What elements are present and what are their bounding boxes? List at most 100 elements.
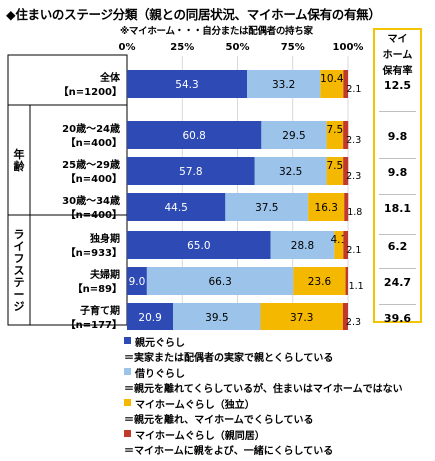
- legend-swatch-rent: [124, 368, 131, 375]
- bar-segment: [254, 157, 327, 185]
- legend-description: ＝親元を離れてくらしているが、住まいはマイホームではない: [124, 384, 403, 395]
- bar-value-label: 54.3: [175, 79, 198, 91]
- bar-segment: [270, 231, 335, 259]
- legend-description: ＝マイホームに親をよび、一緒にくらしている: [124, 446, 334, 457]
- legend-description: ＝実家または配偶者の実家で親とくらしている: [124, 353, 334, 364]
- bar-segment: [127, 121, 262, 149]
- legend-name: 親元ぐらし: [135, 338, 185, 349]
- bar-value-label: 10.4: [320, 73, 344, 85]
- rate-divider: [379, 111, 416, 112]
- group-label-char: フ: [14, 252, 25, 265]
- bar-segment: [261, 121, 327, 149]
- myhome-rate-value: 39.6: [383, 312, 412, 325]
- bar-segment: [343, 231, 348, 259]
- bar-segment: [343, 121, 349, 149]
- bar-value-label: 2.1: [346, 84, 361, 95]
- bar-segment: [127, 157, 255, 185]
- x-tick-label: 0%: [119, 42, 136, 53]
- x-tick-label: 50%: [226, 42, 250, 53]
- bar-value-label: 4.1: [330, 234, 347, 246]
- bar-value-label: 9.0: [129, 276, 146, 288]
- bar-value-label: 28.8: [291, 240, 314, 252]
- group-label-char: 齢: [14, 159, 26, 173]
- chart-subtitle: ※マイホーム・・・自分または配偶者の持ち家: [120, 26, 313, 37]
- bar-segment: [146, 267, 294, 295]
- category-label: 夫婦期: [89, 268, 120, 281]
- bar-segment: [293, 267, 346, 295]
- bar-value-label: 23.6: [308, 276, 332, 288]
- bar-value-label: 2.1: [346, 245, 361, 256]
- category-label: 30歳～34歳: [62, 194, 120, 207]
- bar-segment: [127, 193, 226, 221]
- category-label: 子育て期: [80, 304, 120, 317]
- bar-value-label: 32.5: [279, 166, 302, 178]
- bar-value-label: 1.8: [347, 207, 362, 218]
- bar-segment: [127, 303, 174, 330]
- bar-value-label: 65.0: [187, 240, 210, 252]
- bar-segment: [326, 121, 344, 149]
- bar-segment: [345, 267, 348, 295]
- bar-value-label: 2.3: [346, 135, 361, 146]
- legend-name: 借りぐらし: [135, 369, 185, 380]
- chart-title: ◆住まいのステージ分類（親との同居状況、マイホーム保有の有無）: [6, 7, 381, 22]
- bar-segment: [342, 303, 348, 330]
- header-line-3: 保有率: [382, 66, 413, 77]
- group-label-char: イ: [14, 240, 25, 253]
- bar-value-label: 29.5: [282, 130, 305, 142]
- header-line-2: ホーム: [382, 50, 413, 61]
- bar-value-label: 7.5: [326, 124, 343, 136]
- category-n-label: 【n=89】: [73, 282, 122, 295]
- rate-divider: [379, 158, 416, 159]
- category-n-label: 【n=177】: [66, 318, 122, 330]
- bar-segment: [334, 231, 344, 259]
- legend-swatch-parents: [124, 337, 131, 344]
- bar-segment: [127, 267, 147, 295]
- bar-segment: [343, 70, 348, 98]
- x-tick-label: 75%: [281, 42, 305, 53]
- bar-segment: [308, 193, 345, 221]
- legend-description: ＝親元を離れ、マイホームでくらしている: [124, 415, 314, 426]
- bar-segment: [247, 70, 321, 98]
- bar-segment: [344, 193, 349, 221]
- category-label: 20歳～24歳: [62, 122, 120, 135]
- category-n-label: 【n=400】: [66, 208, 122, 221]
- bar-value-label: 20.9: [138, 312, 161, 324]
- legend-swatch-own-independent: [124, 399, 131, 406]
- bar-value-label: 60.8: [182, 130, 205, 142]
- rate-divider: [379, 194, 416, 195]
- group-label-char: ー: [14, 288, 25, 301]
- x-tick-label: 100%: [333, 42, 364, 53]
- bar-segment: [260, 303, 343, 330]
- myhome-rate-value: 6.2: [387, 240, 408, 253]
- group-label-char: ジ: [14, 300, 25, 313]
- legend-name: マイホームぐらし（独立）: [135, 400, 255, 411]
- group-label-char: 年: [14, 147, 25, 161]
- bar-segment: [225, 193, 309, 221]
- category-label: 25歳～29歳: [62, 158, 120, 171]
- bar-value-label: 7.5: [326, 160, 343, 172]
- bar-value-label: 16.3: [315, 202, 338, 214]
- category-n-label: 【n=1200】: [59, 85, 122, 98]
- legend-swatch-own-with-parents: [124, 430, 131, 437]
- bar-value-label: 2.3: [346, 171, 361, 182]
- category-n-label: 【n=400】: [66, 172, 122, 185]
- myhome-rate-value: 9.8: [387, 130, 408, 143]
- bar-value-label: 1.1: [349, 281, 364, 292]
- category-label: 独身期: [90, 232, 120, 245]
- myhome-rate-value: 18.1: [383, 202, 412, 215]
- myhome-rate-column: マイ ホーム 保有率 12.5 9.8 9.8 18.1 6.2 24.7 39.6: [373, 28, 422, 325]
- bar-value-label: 2.3: [346, 317, 361, 328]
- rate-divider: [379, 268, 416, 269]
- bar-value-label: 57.8: [179, 166, 202, 178]
- bar-segment: [127, 70, 248, 98]
- myhome-rate-value: 12.5: [383, 79, 412, 92]
- myhome-rate-value: 24.7: [383, 276, 412, 289]
- rate-divider: [379, 304, 416, 305]
- bar-segment: [173, 303, 261, 330]
- category-n-label: 【n=400】: [66, 136, 122, 149]
- bar-segment: [320, 70, 344, 98]
- x-tick-label: 25%: [170, 42, 194, 53]
- legend-name: マイホームぐらし（親同居）: [135, 431, 265, 442]
- group-label-char: ス: [14, 264, 25, 277]
- header-line-1: マイ: [387, 34, 408, 45]
